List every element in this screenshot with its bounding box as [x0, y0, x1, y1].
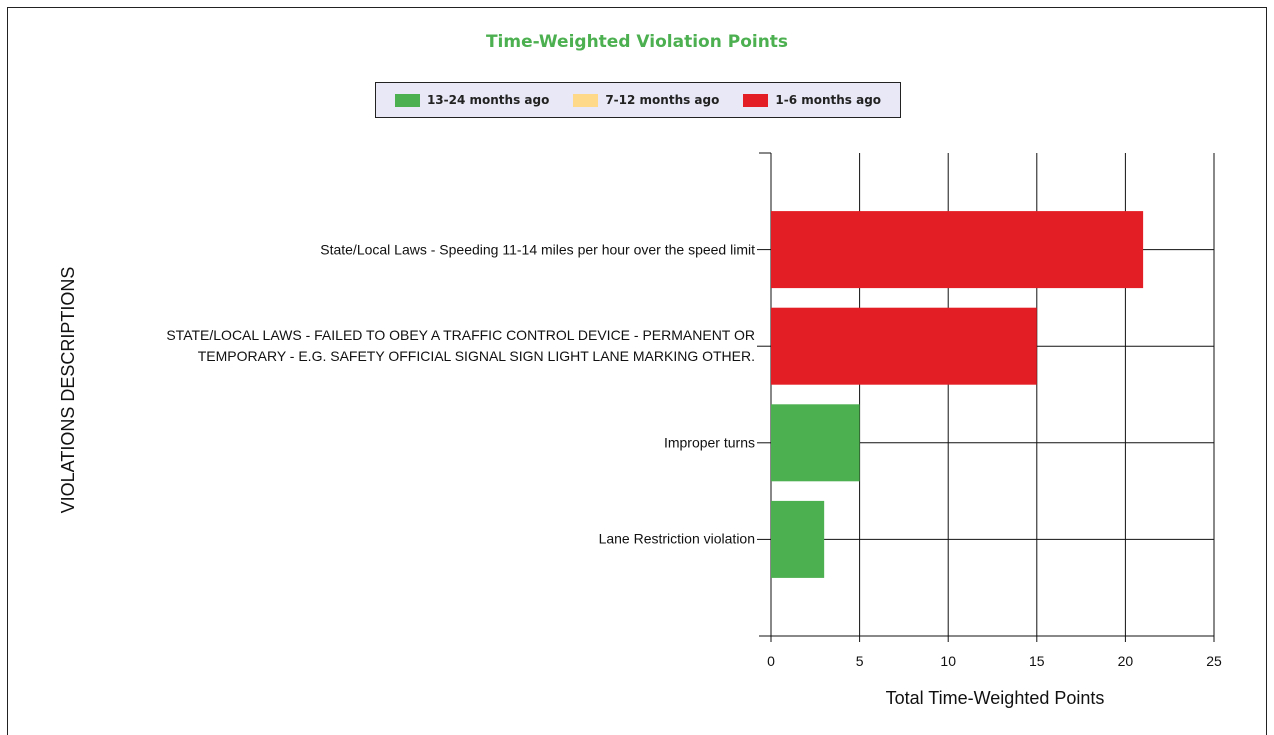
- legend-label: 1-6 months ago: [775, 93, 882, 107]
- x-tick-label: 20: [1118, 653, 1134, 669]
- legend-swatch: [394, 93, 420, 107]
- legend-item: 1-6 months ago: [743, 93, 881, 107]
- x-tick-label: 25: [1206, 653, 1222, 669]
- x-tick-label: 0: [767, 653, 775, 669]
- y-tick-label: Improper turns: [663, 434, 755, 451]
- legend: 13-24 months ago 7-12 months ago 1-6 month…: [375, 82, 901, 118]
- y-tick-label: State/Local Laws - Speeding 11-14 miles …: [320, 241, 755, 258]
- chart-title: Time-Weighted Violation Points: [485, 32, 789, 52]
- bar: [771, 404, 860, 482]
- legend-item: 7-12 months ago: [573, 93, 719, 107]
- y-tick-label: Lane Restriction violation: [598, 530, 755, 547]
- x-tick-label: 5: [856, 653, 864, 669]
- bar: [771, 211, 1144, 289]
- y-tick-label: STATE/LOCAL LAWS - FAILED TO OBEY A TRAF…: [166, 327, 755, 365]
- x-tick-label: 10: [940, 653, 956, 669]
- x-axis-label: Total Time-Weighted Points: [886, 688, 1105, 708]
- legend-item: 13-24 months ago: [394, 93, 550, 107]
- x-tick-label: 15: [1029, 653, 1045, 669]
- legend-swatch: [743, 93, 769, 107]
- bar: [771, 500, 825, 578]
- legend-label: 13-24 months ago: [426, 93, 550, 107]
- bar: [771, 307, 1037, 385]
- legend-swatch: [573, 93, 599, 107]
- legend-label: 7-12 months ago: [605, 93, 720, 107]
- y-axis-label: VIOLATIONS DESCRIPTIONS: [58, 267, 78, 514]
